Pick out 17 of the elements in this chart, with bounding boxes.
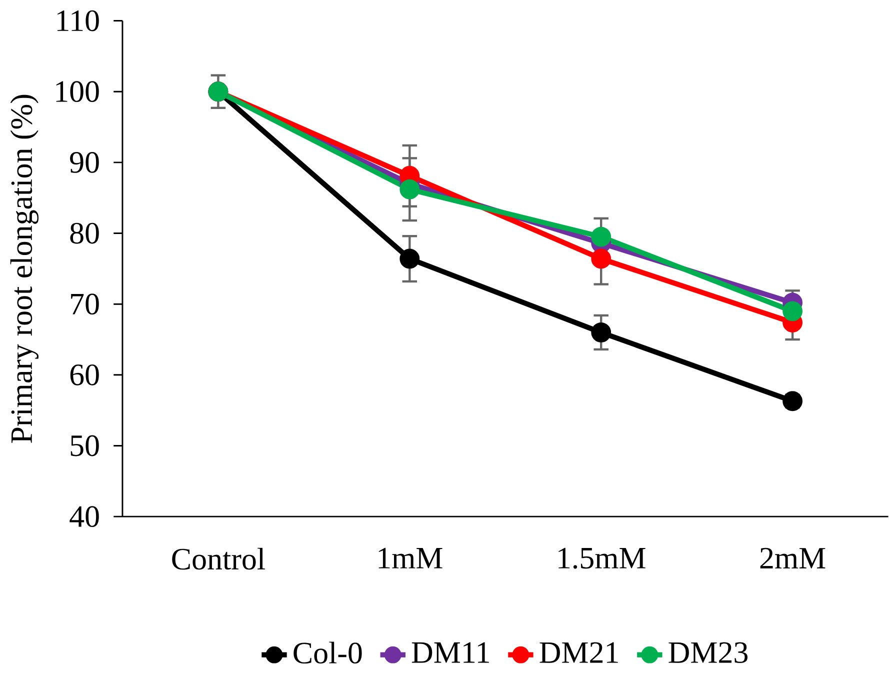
legend-label: DM21 xyxy=(540,642,618,663)
y-tick-label: 40 xyxy=(70,506,99,528)
y-tick-label: 110 xyxy=(57,10,99,32)
x-tick-label: 1mM xyxy=(378,548,442,568)
y-tick-label: 50 xyxy=(70,435,99,456)
x-tick-label: Control xyxy=(172,548,265,570)
x-tick-label: 1.5mM xyxy=(558,548,646,569)
legend-label: DM11 xyxy=(412,642,489,663)
y-tick-label: 60 xyxy=(70,364,99,386)
legend-label: Col-0 xyxy=(294,642,362,664)
y-tick-label: 80 xyxy=(70,222,99,244)
legend-label: DM23 xyxy=(668,642,748,664)
y-tick-label: 100 xyxy=(56,81,99,102)
y-tick-label: 90 xyxy=(70,152,99,173)
x-tick-label: 2mM xyxy=(760,548,826,568)
y-axis-title: Primary root elongation (%) xyxy=(10,95,39,443)
y-tick-label: 70 xyxy=(71,294,99,315)
